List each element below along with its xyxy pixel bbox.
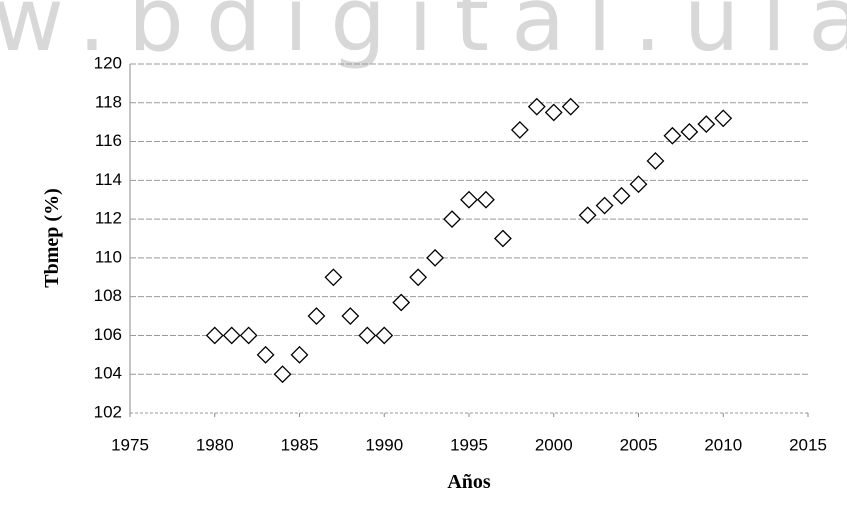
marker — [256, 345, 275, 364]
x-tick-label: 1980 — [196, 435, 234, 454]
watermark: w.bdigital.ula — [0, 0, 847, 71]
x-tick-label: 1995 — [450, 435, 488, 454]
y-tick-label: 108 — [94, 286, 122, 305]
marker — [409, 268, 428, 287]
marker — [307, 307, 326, 325]
y-tick-label: 104 — [94, 364, 122, 383]
x-tick-label: 2000 — [535, 435, 573, 454]
marker — [205, 326, 224, 345]
y-tick-label: 106 — [94, 325, 122, 344]
marker — [341, 307, 360, 325]
marker — [358, 326, 377, 345]
x-tick-label: 2015 — [789, 435, 827, 454]
y-tick-label: 114 — [95, 170, 122, 189]
y-tick-label: 102 — [94, 402, 122, 421]
marker — [222, 326, 241, 345]
marker — [460, 190, 478, 209]
marker — [697, 115, 716, 134]
marker — [443, 210, 461, 229]
marker — [375, 326, 394, 345]
marker — [426, 248, 445, 267]
x-tick-label: 1985 — [281, 435, 319, 454]
x-tick-label: 1990 — [365, 435, 403, 454]
marker — [324, 268, 343, 287]
marker — [544, 103, 563, 122]
marker — [629, 175, 648, 194]
y-tick-label: 116 — [95, 131, 122, 150]
marker — [680, 122, 699, 141]
x-tick-label: 1975 — [111, 435, 149, 454]
y-tick-label: 110 — [95, 247, 122, 266]
y-tick-label: 120 — [94, 53, 122, 72]
marker — [646, 152, 665, 170]
marker — [477, 190, 495, 209]
x-axis-label: Años — [447, 471, 491, 493]
x-tick-label: 2005 — [620, 435, 658, 454]
marker — [663, 126, 682, 145]
marker — [527, 97, 546, 116]
y-tick-label: 112 — [95, 209, 122, 228]
y-tick-label: 118 — [95, 92, 122, 111]
marker — [510, 121, 529, 139]
marker — [595, 196, 614, 215]
marker — [290, 345, 309, 364]
marker — [612, 186, 631, 205]
x-tick-label: 2010 — [704, 435, 742, 454]
marker — [273, 365, 292, 384]
marker — [714, 109, 733, 128]
marker — [239, 326, 258, 345]
marker — [392, 293, 411, 312]
marker — [578, 206, 597, 225]
marker — [493, 229, 512, 248]
marker — [561, 97, 580, 116]
y-axis-label: Tbmep (%) — [41, 188, 63, 287]
